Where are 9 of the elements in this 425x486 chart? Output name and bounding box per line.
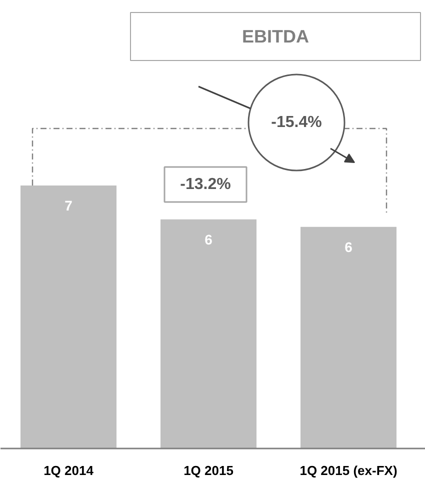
annotation: -13.2%: [180, 176, 231, 193]
chart-title: EBITDA: [242, 26, 309, 46]
data-label: 6: [344, 238, 353, 255]
x-tick-label: 1Q 2014: [44, 463, 94, 478]
data-label: 6: [204, 231, 213, 248]
text: -15.4%: [271, 114, 322, 131]
x-tick-label: 1Q 2015 (ex-FX): [300, 463, 398, 478]
x-tick-label: 1Q 2015: [184, 463, 234, 478]
data-label: 7: [64, 198, 73, 214]
